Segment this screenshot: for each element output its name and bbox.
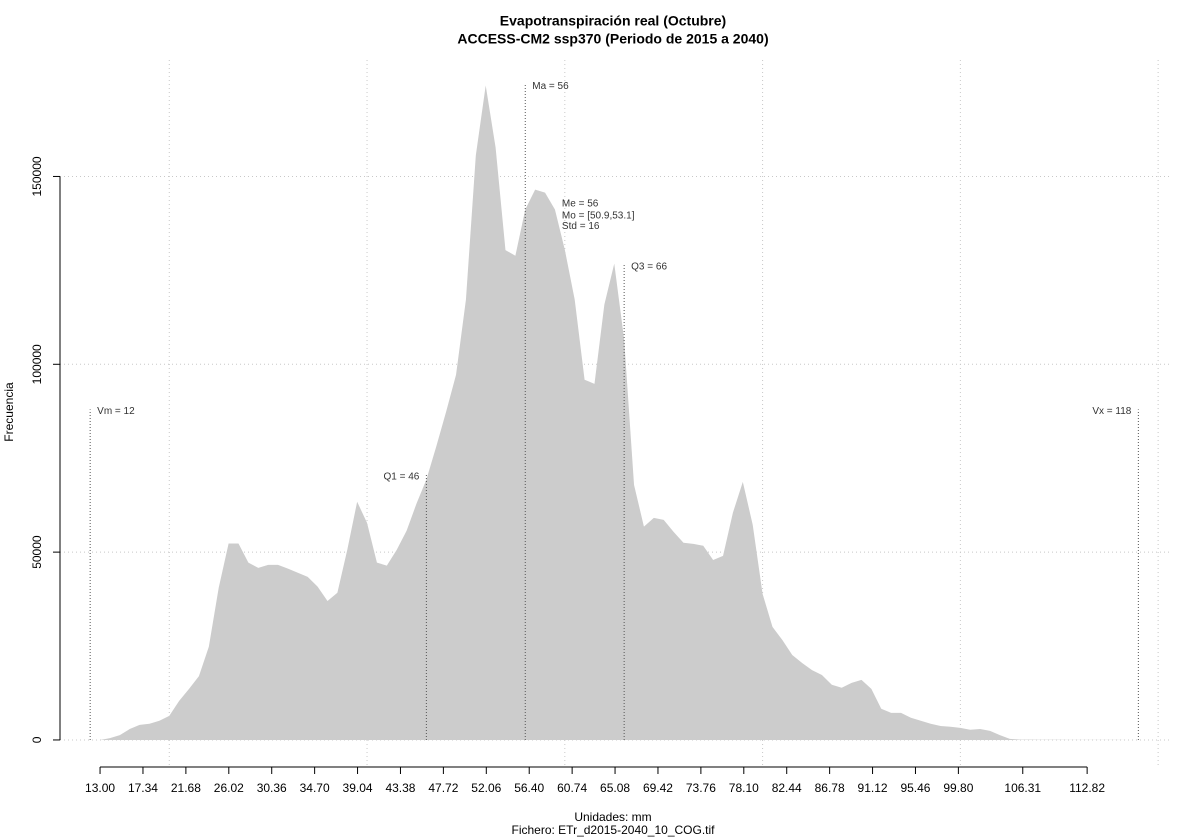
annotation: Q3 = 66 [631, 261, 667, 272]
x-tick-label: 26.02 [214, 781, 244, 795]
annotation: Mo = [50.9,53.1] [562, 210, 635, 221]
x-tick-label: 56.40 [514, 781, 544, 795]
x-tick-label: 65.08 [600, 781, 630, 795]
y-axis-label: Frecuencia [2, 382, 16, 442]
x-tick-label: 86.78 [815, 781, 845, 795]
x-tick-label: 95.46 [900, 781, 930, 795]
y-tick-label: 0 [30, 736, 44, 743]
annotation: Ma = 56 [532, 81, 569, 92]
x-tick-label: 30.36 [257, 781, 287, 795]
chart-title: Evapotranspiración real (Octubre) [500, 13, 726, 29]
x-tick-label: 34.70 [300, 781, 330, 795]
x-tick-label: 99.80 [943, 781, 973, 795]
y-tick-label: 150000 [30, 156, 44, 196]
x-tick-label: 82.44 [772, 781, 802, 795]
chart-subtitle: ACCESS-CM2 ssp370 (Periodo de 2015 a 204… [457, 31, 768, 47]
x-tick-label: 91.12 [858, 781, 888, 795]
x-axis-label: Unidades: mm [574, 810, 651, 824]
x-tick-label: 52.06 [471, 781, 501, 795]
area [100, 85, 1129, 740]
x-tick-label: 78.10 [729, 781, 759, 795]
x-tick-label: 60.74 [557, 781, 587, 795]
y-tick-label: 100000 [30, 344, 44, 384]
caption: Fichero: ETr_d2015-2040_10_COG.tif [512, 823, 716, 837]
x-tick-label: 21.68 [171, 781, 201, 795]
x-tick-label: 39.04 [343, 781, 373, 795]
annotation: Q1 = 46 [384, 471, 420, 482]
x-tick-label: 73.76 [686, 781, 716, 795]
x-tick-label: 47.72 [428, 781, 458, 795]
annotation: Me = 56 [562, 198, 599, 209]
x-tick-label: 43.38 [385, 781, 415, 795]
annotation: Vx = 118 [1092, 406, 1131, 417]
x-tick-label: 106.31 [1004, 781, 1041, 795]
x-tick-label: 69.42 [643, 781, 673, 795]
x-tick-label: 13.00 [85, 781, 115, 795]
annotation: Vm = 12 [97, 406, 135, 417]
x-tick-label: 17.34 [128, 781, 158, 795]
y-tick-label: 50000 [30, 535, 44, 569]
x-tick-label: 112.82 [1069, 781, 1105, 795]
annotation: Std = 16 [562, 221, 600, 232]
